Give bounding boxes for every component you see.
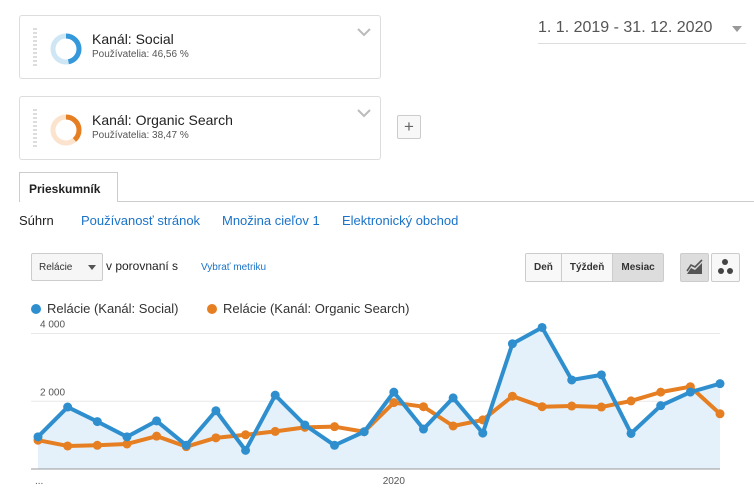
y-tick-label: 4 000 [40,320,65,331]
data-point-social [418,424,428,434]
data-point-social [211,406,221,416]
donut-chart-icon [50,114,82,146]
segment-subtitle: Používatelia: 38,47 % [92,130,189,141]
subnav-summary[interactable]: Súhrn [19,213,54,228]
legend-label: Relácie (Kanál: Social) [47,301,179,316]
data-point-social [152,416,162,426]
data-point-organic-search [715,409,725,419]
caret-down-icon [732,26,742,32]
data-point-social [300,420,310,430]
segment-card-organic-search[interactable]: Kanál: Organic Search Používatelia: 38,4… [19,96,381,160]
line-chart-icon [686,259,703,274]
line-chart-button[interactable] [680,253,709,282]
legend-marker [207,304,217,314]
period-month-button[interactable]: Mesiac [613,254,663,281]
data-point-social [330,440,340,450]
data-point-organic-search [656,387,666,397]
data-point-social [715,379,725,389]
social-area [38,327,720,469]
segment-card-social[interactable]: Kanál: Social Používatelia: 46,56 % [19,15,381,79]
data-point-organic-search [567,401,577,411]
legend-item-organic[interactable]: Relácie (Kanál: Organic Search) [207,301,409,316]
compare-label: v porovnaní s [106,259,179,273]
tab-divider [118,201,754,202]
data-point-social [181,440,191,450]
line-chart: 4 000 2 000... 2020 [31,320,725,487]
data-point-organic-search [507,391,517,401]
data-point-organic-search [389,398,399,408]
data-point-organic-search [211,433,221,443]
data-point-social [359,427,369,437]
series-line-social [36,325,721,453]
period-week-button[interactable]: Týždeň [561,254,614,281]
data-point-organic-search [596,402,606,412]
data-point-organic-search [122,439,132,449]
segment-title: Kanál: Social [92,31,174,47]
subnav-ecommerce[interactable]: Elektronický obchod [342,213,459,228]
data-point-organic-search [330,422,340,432]
data-point-social [507,339,517,349]
data-point-social [656,401,666,411]
add-segment-button[interactable]: + [397,115,421,139]
data-point-social [626,428,636,438]
subnav-goal-set[interactable]: Množina cieľov 1 [222,213,320,228]
data-point-organic-search [152,431,162,441]
data-point-social [92,417,102,427]
chevron-down-icon[interactable] [356,107,372,119]
metric-select-value: Relácie [39,262,73,273]
segment-title: Kanál: Organic Search [92,112,233,128]
chevron-down-icon[interactable] [356,26,372,38]
drag-handle[interactable] [33,109,37,149]
data-point-social [478,428,488,438]
data-point-social [122,432,132,442]
data-point-social [389,387,399,397]
motion-chart-button[interactable] [711,253,740,282]
data-point-social [63,402,73,412]
data-point-organic-search [626,396,636,406]
drag-handle[interactable] [33,28,37,68]
data-point-social [241,445,251,455]
data-point-social [685,387,695,397]
data-point-social [33,432,43,442]
data-point-organic-search [241,430,251,440]
select-metric-link[interactable]: Vybrať metriku [201,262,267,273]
donut-chart-icon [50,33,82,65]
data-point-organic-search [270,426,280,436]
date-range-picker[interactable]: 1. 1. 2019 - 31. 12. 2020 [538,19,746,44]
tab-explorer[interactable]: Prieskumník [19,172,118,202]
data-point-social [596,370,606,380]
caret-down-icon [88,265,96,270]
y-tick-label: 2 000 [40,387,65,398]
date-range-label: 1. 1. 2019 - 31. 12. 2020 [538,19,713,36]
data-point-social [567,375,577,385]
x-tick-label: ... [35,476,43,487]
data-point-organic-search [92,440,102,450]
metric-select[interactable]: Relácie [31,253,103,281]
data-point-organic-search [418,402,428,412]
data-point-social [537,322,547,332]
series-line-organic-search [37,384,722,449]
data-point-social [270,390,280,400]
period-toggle: Deň Týždeň Mesiac [525,253,664,282]
data-point-organic-search [537,402,547,412]
segment-subtitle: Používatelia: 46,56 % [92,49,189,60]
x-tick-label: 2020 [383,476,406,487]
legend-label: Relácie (Kanál: Organic Search) [223,301,410,316]
motion-chart-icon [718,259,733,274]
period-day-button[interactable]: Deň [526,254,562,281]
legend-item-social[interactable]: Relácie (Kanál: Social) [31,301,179,316]
legend-marker [31,304,41,314]
data-point-organic-search [448,421,458,431]
data-point-organic-search [63,441,73,451]
subnav-site-usage[interactable]: Používanosť stránok [81,213,201,228]
data-point-social [448,393,458,403]
